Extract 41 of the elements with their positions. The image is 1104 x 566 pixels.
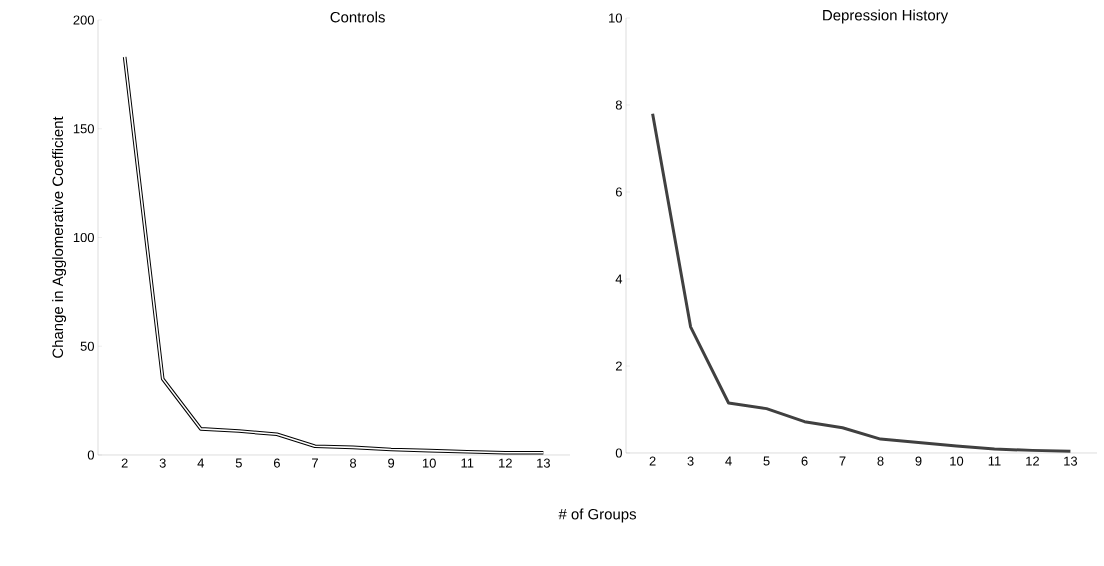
- x-tick-label: 2: [121, 458, 128, 468]
- x-tick-label: 6: [801, 456, 808, 466]
- x-tick-label: 8: [350, 458, 357, 468]
- x-axis-title: # of Groups: [558, 508, 636, 523]
- x-tick-label: 3: [159, 458, 166, 468]
- y-axis-title: Change in Agglomerative Coefficient: [52, 116, 67, 358]
- line-series: [122, 55, 546, 455]
- x-tick-label: 6: [273, 458, 280, 468]
- x-tick-label: 13: [537, 458, 550, 468]
- x-tick-label: 13: [1064, 456, 1078, 466]
- x-tick-label: 8: [877, 456, 884, 466]
- line-series: [651, 112, 1072, 453]
- x-tick-label: 9: [388, 458, 395, 468]
- x-tick-label: 7: [839, 456, 846, 466]
- x-tick-label: 10: [422, 458, 436, 468]
- y-tick-label: 0: [615, 448, 622, 458]
- y-tick-label: 150: [73, 124, 94, 134]
- x-tick-label: 9: [915, 456, 922, 466]
- x-tick-label: 4: [725, 456, 732, 466]
- x-tick-label: 5: [763, 456, 770, 466]
- chart-title: Depression History: [823, 9, 949, 24]
- x-tick-label: 12: [1026, 456, 1039, 466]
- x-tick-label: 5: [235, 458, 242, 468]
- x-tick-label: 10: [950, 456, 964, 466]
- y-tick-label: 0: [87, 450, 94, 460]
- y-tick-label: 100: [73, 232, 94, 243]
- y-tick-label: 8: [615, 100, 622, 110]
- x-tick-label: 11: [461, 458, 474, 468]
- x-tick-label: 2: [649, 456, 656, 466]
- y-tick-label: 2: [615, 361, 622, 371]
- x-tick-label: 4: [197, 458, 205, 468]
- y-tick-label: 10: [609, 13, 622, 23]
- x-tick-label: 7: [312, 458, 318, 468]
- x-tick-label: 12: [499, 458, 512, 468]
- y-tick-label: 6: [615, 187, 622, 197]
- chart-title: Controls: [330, 11, 385, 23]
- y-tick-label: 200: [73, 15, 94, 25]
- x-tick-label: 11: [988, 456, 1001, 466]
- y-tick-label: 4: [615, 274, 623, 284]
- x-tick-label: 3: [687, 456, 694, 466]
- y-tick-label: 50: [80, 341, 94, 351]
